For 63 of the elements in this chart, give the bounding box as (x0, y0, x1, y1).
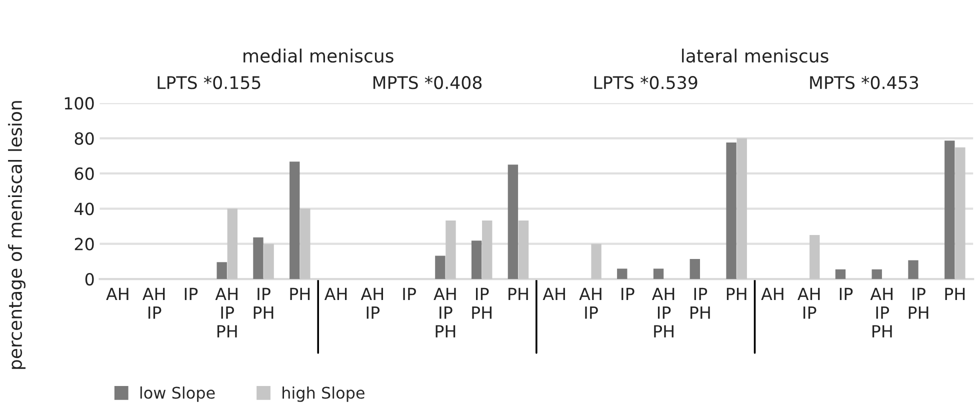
text: MPTS *0.408 (373, 76, 482, 90)
bar (264, 244, 274, 280)
x-tick-label: AH IP PH (215, 288, 238, 338)
x-tick-label: AH (761, 288, 784, 300)
bar (508, 164, 518, 280)
bar (518, 220, 529, 280)
x-tick-label: AH IP (142, 288, 165, 319)
bar (810, 235, 820, 280)
x-tick-label: IP (403, 288, 416, 300)
x-tick-label: AH IP (579, 288, 602, 319)
x-tick-label: AH (542, 288, 565, 300)
x-tick-label: IP PH (690, 288, 710, 319)
x-tick-label: PH (726, 288, 746, 300)
bar (446, 220, 456, 280)
x-tick-label: AH IP (798, 288, 820, 319)
y-tick-label: 20 (74, 238, 94, 250)
x-tick-label: AH (324, 288, 347, 300)
bar (591, 244, 602, 280)
y-tick-label: 0 (85, 273, 94, 286)
bar (253, 237, 264, 280)
bar (835, 269, 846, 280)
legend-label: high Slope (282, 386, 364, 402)
bar (300, 208, 310, 280)
text: LPTS *0.539 (594, 76, 698, 90)
bar (435, 256, 446, 280)
x-tick-label: PH (945, 288, 965, 300)
bar (471, 240, 482, 280)
x-tick-label: IP PH (472, 288, 492, 319)
bar (653, 268, 664, 280)
legend-label: low Slope (140, 386, 215, 402)
text: medial meniscus (244, 48, 394, 63)
y-axis-title: percentage of meniscal lesion (8, 101, 26, 369)
x-tick-label: PH (290, 288, 310, 300)
bar (290, 162, 300, 280)
bar (482, 220, 492, 280)
x-tick-label: AH IP PH (652, 288, 674, 338)
bar (955, 147, 966, 280)
x-tick-label: IP (184, 288, 198, 300)
x-tick-label: AH IP PH (434, 288, 456, 338)
y-tick-label: 60 (74, 167, 94, 180)
bar (726, 142, 736, 280)
text: LPTS *0.155 (158, 76, 260, 90)
bar (736, 138, 747, 280)
y-tick-label: 100 (64, 97, 94, 110)
x-tick-label: AH IP (360, 288, 384, 319)
x-tick-label: IP (622, 288, 634, 300)
x-tick-label: AH (106, 288, 128, 300)
x-tick-label: IP PH (908, 288, 928, 319)
bar (216, 262, 227, 280)
x-tick-label: PH (508, 288, 528, 300)
y-tick-label: 80 (74, 132, 94, 145)
bar (944, 140, 955, 280)
bar (617, 268, 628, 280)
y-tick-label: 40 (74, 202, 94, 216)
x-tick-label: AH IP PH (870, 288, 892, 338)
text: MPTS *0.453 (810, 76, 918, 90)
bar (872, 269, 882, 280)
bar (690, 258, 700, 280)
text: lateral meniscus (682, 48, 828, 63)
bar (227, 208, 238, 280)
bar (908, 260, 918, 280)
x-tick-label: IP (840, 288, 853, 300)
x-tick-label: IP PH (254, 288, 274, 319)
